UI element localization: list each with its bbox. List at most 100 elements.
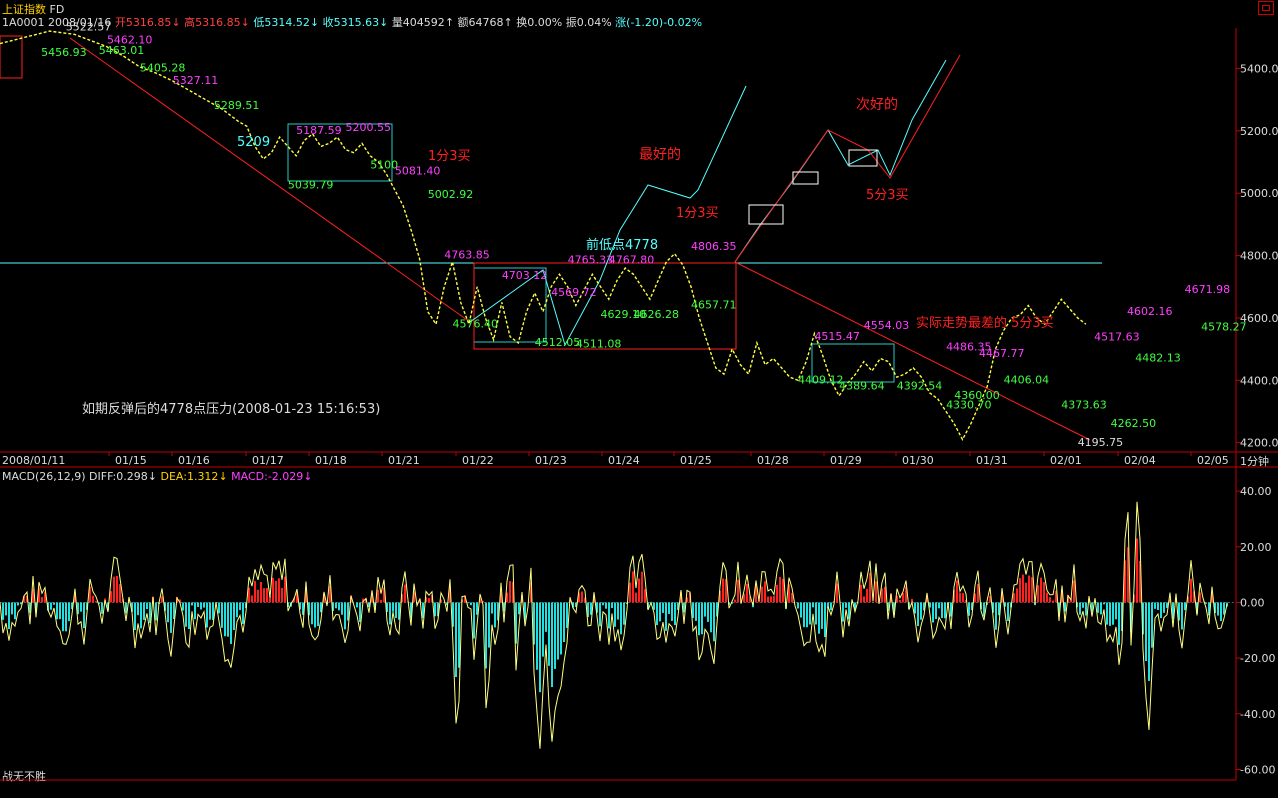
- price-label: 5187.59: [296, 124, 342, 137]
- volume-value: 量404592: [391, 16, 445, 29]
- price-label: 4406.04: [1004, 373, 1050, 386]
- code: 1A0001: [2, 16, 45, 29]
- price-label: 4486.35: [946, 341, 992, 354]
- close-value: 收5315.63: [322, 16, 380, 29]
- box-4515: [811, 343, 895, 383]
- x-tick-label: 01/22: [462, 454, 494, 467]
- x-tick-label: 02/04: [1124, 454, 1156, 467]
- amount-value: 额64768: [457, 16, 504, 29]
- turnover-value: 换0.00%: [516, 16, 563, 29]
- zs-box-1: [748, 204, 784, 225]
- macd-tick-label: 20.00: [1240, 541, 1272, 554]
- x-tick-label: 2008/01/11: [2, 454, 65, 467]
- best-path: [469, 85, 747, 347]
- second-red-path: [734, 54, 961, 263]
- price-label: 4578.27: [1201, 320, 1247, 333]
- price-tick-label: 5400.00: [1240, 63, 1278, 76]
- price-label: 4806.35: [691, 240, 737, 253]
- x-tick-label: 01/25: [680, 454, 712, 467]
- annotation-second: 次好的: [856, 97, 898, 113]
- price-tick-label: 4800.00: [1240, 250, 1278, 263]
- x-tick-label: 01/18: [315, 454, 347, 467]
- x-axis: 2008/01/11 01/15 01/16 01/17 01/18 01/21 01/22…: [2, 452, 1229, 467]
- zs-box-2: [792, 171, 819, 185]
- macd-value: MACD:-2.029: [231, 470, 304, 483]
- macd-axis: 40.00 20.00 0.00 -20.00 -40.00 -60.00: [0, 485, 1275, 776]
- annotation-pressure: 如期反弹后的4778点压力(2008-01-23 15:16:53): [82, 401, 380, 417]
- x-tick-label: 01/31: [976, 454, 1008, 467]
- price-label: 4482.13: [1135, 352, 1181, 365]
- price-label: 5100: [370, 158, 398, 171]
- x-tick-label: 01/28: [757, 454, 789, 467]
- price-label: 4554.03: [864, 319, 910, 332]
- x-tick-label: 01/30: [902, 454, 934, 467]
- price-label: 4409.12: [798, 373, 844, 386]
- price-label: 5405.28: [140, 62, 186, 75]
- macd-lines: [0, 501, 1228, 749]
- price-label: 4467.77: [979, 347, 1025, 360]
- trendline-1: [69, 37, 471, 323]
- price-label: 4767.80: [609, 253, 655, 266]
- zs-box-3: [848, 149, 878, 167]
- price-label: 4576.40: [452, 317, 498, 330]
- annotation-prev-low: 前低点4778: [586, 237, 658, 253]
- price-label: 5522.57: [66, 20, 112, 33]
- date: 2008/01/16: [48, 16, 112, 29]
- x-tick-label: 01/16: [178, 454, 210, 467]
- x-tick-label: 01/21: [388, 454, 420, 467]
- x-tick-label: 01/29: [830, 454, 862, 467]
- annotation-buy1b: 1分3买: [676, 206, 719, 221]
- second-path: [734, 59, 947, 263]
- trendline-2: [734, 261, 1091, 441]
- macd-histogram: [0, 538, 1228, 693]
- price-tick-label: 5000.00: [1240, 187, 1278, 200]
- price-label: 5456.93: [41, 46, 86, 59]
- analysis-drawings: [0, 35, 1102, 441]
- price-label: 4626.28: [633, 308, 679, 321]
- annotation-worst: 实际走势最差的 5分3买: [916, 315, 1054, 331]
- macd-tick-label: -60.00: [1240, 763, 1275, 776]
- period-label: 1分钟: [1240, 454, 1269, 468]
- chart-frame: [0, 28, 1278, 781]
- x-tick-label: 01/23: [535, 454, 567, 467]
- annotations: 最好的 次好的 1分3买 1分3买 5分3买 实际走势最差的 5分3买 前低点4…: [82, 97, 1054, 417]
- box-5209: [287, 123, 393, 182]
- diff-value: DIFF:0.298: [89, 470, 148, 483]
- price-label: 5327.11: [173, 74, 219, 87]
- price-label: 5200.55: [346, 121, 392, 134]
- price-label: 4515.47: [814, 330, 860, 343]
- price-label: 4360.00: [954, 389, 1000, 402]
- diff-line: [0, 501, 1228, 749]
- macd-tick-label: -20.00: [1240, 652, 1275, 665]
- price-label: 5463.01: [99, 44, 145, 57]
- price-tick-label: 4200.00: [1240, 437, 1278, 450]
- index-name: 上证指数: [2, 3, 46, 16]
- price-label: 4629.10: [601, 308, 647, 321]
- price-label: 4262.50: [1111, 417, 1157, 430]
- price-label: 4511.08: [576, 338, 622, 351]
- price-axis: 5400.00 5200.00 5000.00 4800.00 4600.00 4400.…: [1236, 63, 1278, 450]
- price-label: 5081.40: [395, 165, 441, 178]
- title-row: 上证指数 FD: [2, 1, 64, 17]
- index-suffix: FD: [49, 3, 65, 16]
- annotation-buy5: 5分3买: [866, 188, 909, 203]
- price-label: 4763.85: [444, 249, 490, 262]
- amplitude-value: 振0.04%: [565, 16, 612, 29]
- x-tick-label: 01/15: [115, 454, 147, 467]
- price-label: 4671.98: [1185, 283, 1231, 296]
- x-tick-label: 02/01: [1050, 454, 1082, 467]
- price-label: 4569.72: [551, 286, 597, 299]
- dea-value: DEA:1.312: [160, 470, 219, 483]
- x-tick-label: 01/17: [252, 454, 284, 467]
- price-label: 4373.63: [1061, 398, 1107, 411]
- price-label: 4330.70: [946, 398, 992, 411]
- price-series: [0, 30, 1087, 442]
- restore-icon[interactable]: [1258, 1, 1274, 15]
- price-label: 5462.10: [107, 34, 152, 47]
- annotation-5209: 5209: [237, 135, 270, 150]
- price-label: 4765.33: [568, 253, 614, 266]
- price-line: [0, 30, 1087, 442]
- box-consolidation: [473, 262, 737, 350]
